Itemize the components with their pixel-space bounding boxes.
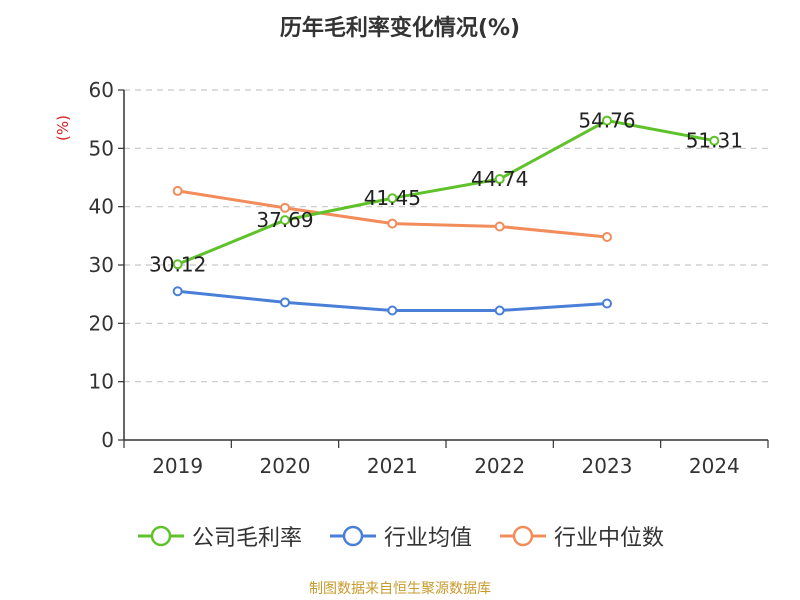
data-label: 41.45 [364,186,421,210]
data-point [280,202,290,213]
legend: 公司毛利率 行业均值 行业中位数 [0,520,800,552]
y-tick-label: 60 [89,78,114,102]
legend-label: 行业均值 [383,526,472,551]
x-tick-label: 2022 [474,454,525,478]
data-point [602,232,612,242]
data-point [172,286,183,297]
series-lines [172,115,720,316]
gridlines [124,89,768,383]
axes: 0 10 20 30 40 50 60 2019 2020 2021 2022 2023 2024 (%) [54,78,769,478]
data-label: 51.31 [686,129,743,153]
data-point [172,259,183,270]
x-tick-label: 2024 [689,454,740,478]
legend-marker-icon [329,525,376,547]
x-tick-label: 2019 [152,454,203,478]
chart-title: 历年毛利率变化情况(%) [279,16,521,41]
data-point [172,185,183,196]
y-tick-label: 30 [89,253,114,277]
data-label: 54.76 [578,109,635,133]
data-point [602,298,612,309]
data-point [280,215,290,226]
y-tick-label: 40 [89,195,114,219]
data-label: 30.12 [149,252,206,276]
x-tick-label: 2020 [260,454,311,478]
y-axis-label: (%) [54,115,72,141]
data-label: 44.74 [471,167,528,191]
series-line [177,119,715,266]
data-point [709,135,720,146]
data-point [387,218,398,229]
data-point [387,193,398,204]
y-tick-label: 50 [89,136,114,160]
x-tick-label: 2023 [582,454,633,478]
y-tick-label: 10 [89,370,114,394]
data-point [494,221,505,232]
y-tick-label: 0 [101,428,114,452]
legend-label: 公司毛利率 [191,526,302,551]
y-tick-label: 20 [89,311,114,335]
data-point [602,115,612,126]
data-point [280,297,290,308]
legend-item[interactable]: 公司毛利率 [136,520,302,552]
legend-label: 行业中位数 [554,526,665,551]
x-tick-label: 2021 [367,454,418,478]
legend-item[interactable]: 行业中位数 [498,520,664,552]
data-point [387,305,398,316]
data-labels: 30.12 37.69 41.45 44.74 54.76 51.31 [149,109,743,277]
legend-marker-icon [137,525,184,547]
data-point [494,174,505,185]
data-label: 37.69 [256,208,313,232]
legend-item[interactable]: 行业均值 [328,520,472,552]
legend-marker-icon [500,525,546,547]
source-note: 制图数据来自恒生聚源数据库 [309,581,491,597]
data-point [494,305,505,316]
